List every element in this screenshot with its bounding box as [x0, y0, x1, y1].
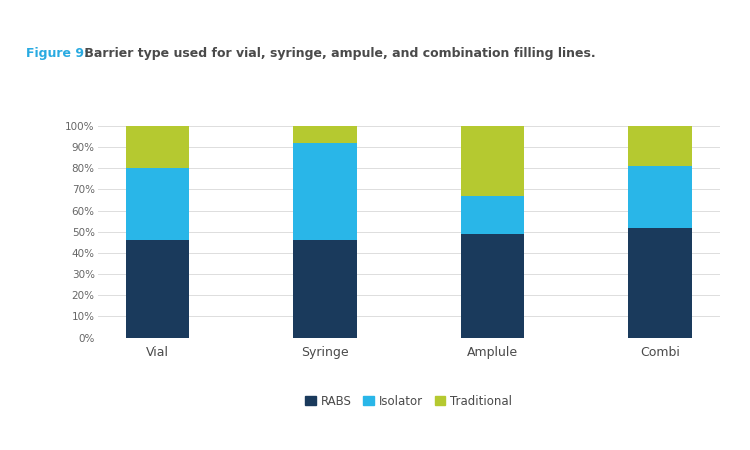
- Bar: [293, 143, 357, 240]
- Legend: RABS, Isolator, Traditional: RABS, Isolator, Traditional: [301, 390, 517, 412]
- Bar: [460, 234, 524, 338]
- Text: Figure 9:: Figure 9:: [26, 47, 89, 60]
- Bar: [628, 228, 692, 338]
- Bar: [126, 240, 190, 338]
- Bar: [126, 168, 190, 240]
- Bar: [460, 196, 524, 234]
- Text: Barrier type used for vial, syringe, ampule, and combination filling lines.: Barrier type used for vial, syringe, amp…: [80, 47, 596, 60]
- Bar: [628, 166, 692, 228]
- Bar: [126, 126, 190, 168]
- Bar: [460, 126, 524, 196]
- Bar: [293, 240, 357, 338]
- Bar: [293, 126, 357, 143]
- Bar: [628, 126, 692, 166]
